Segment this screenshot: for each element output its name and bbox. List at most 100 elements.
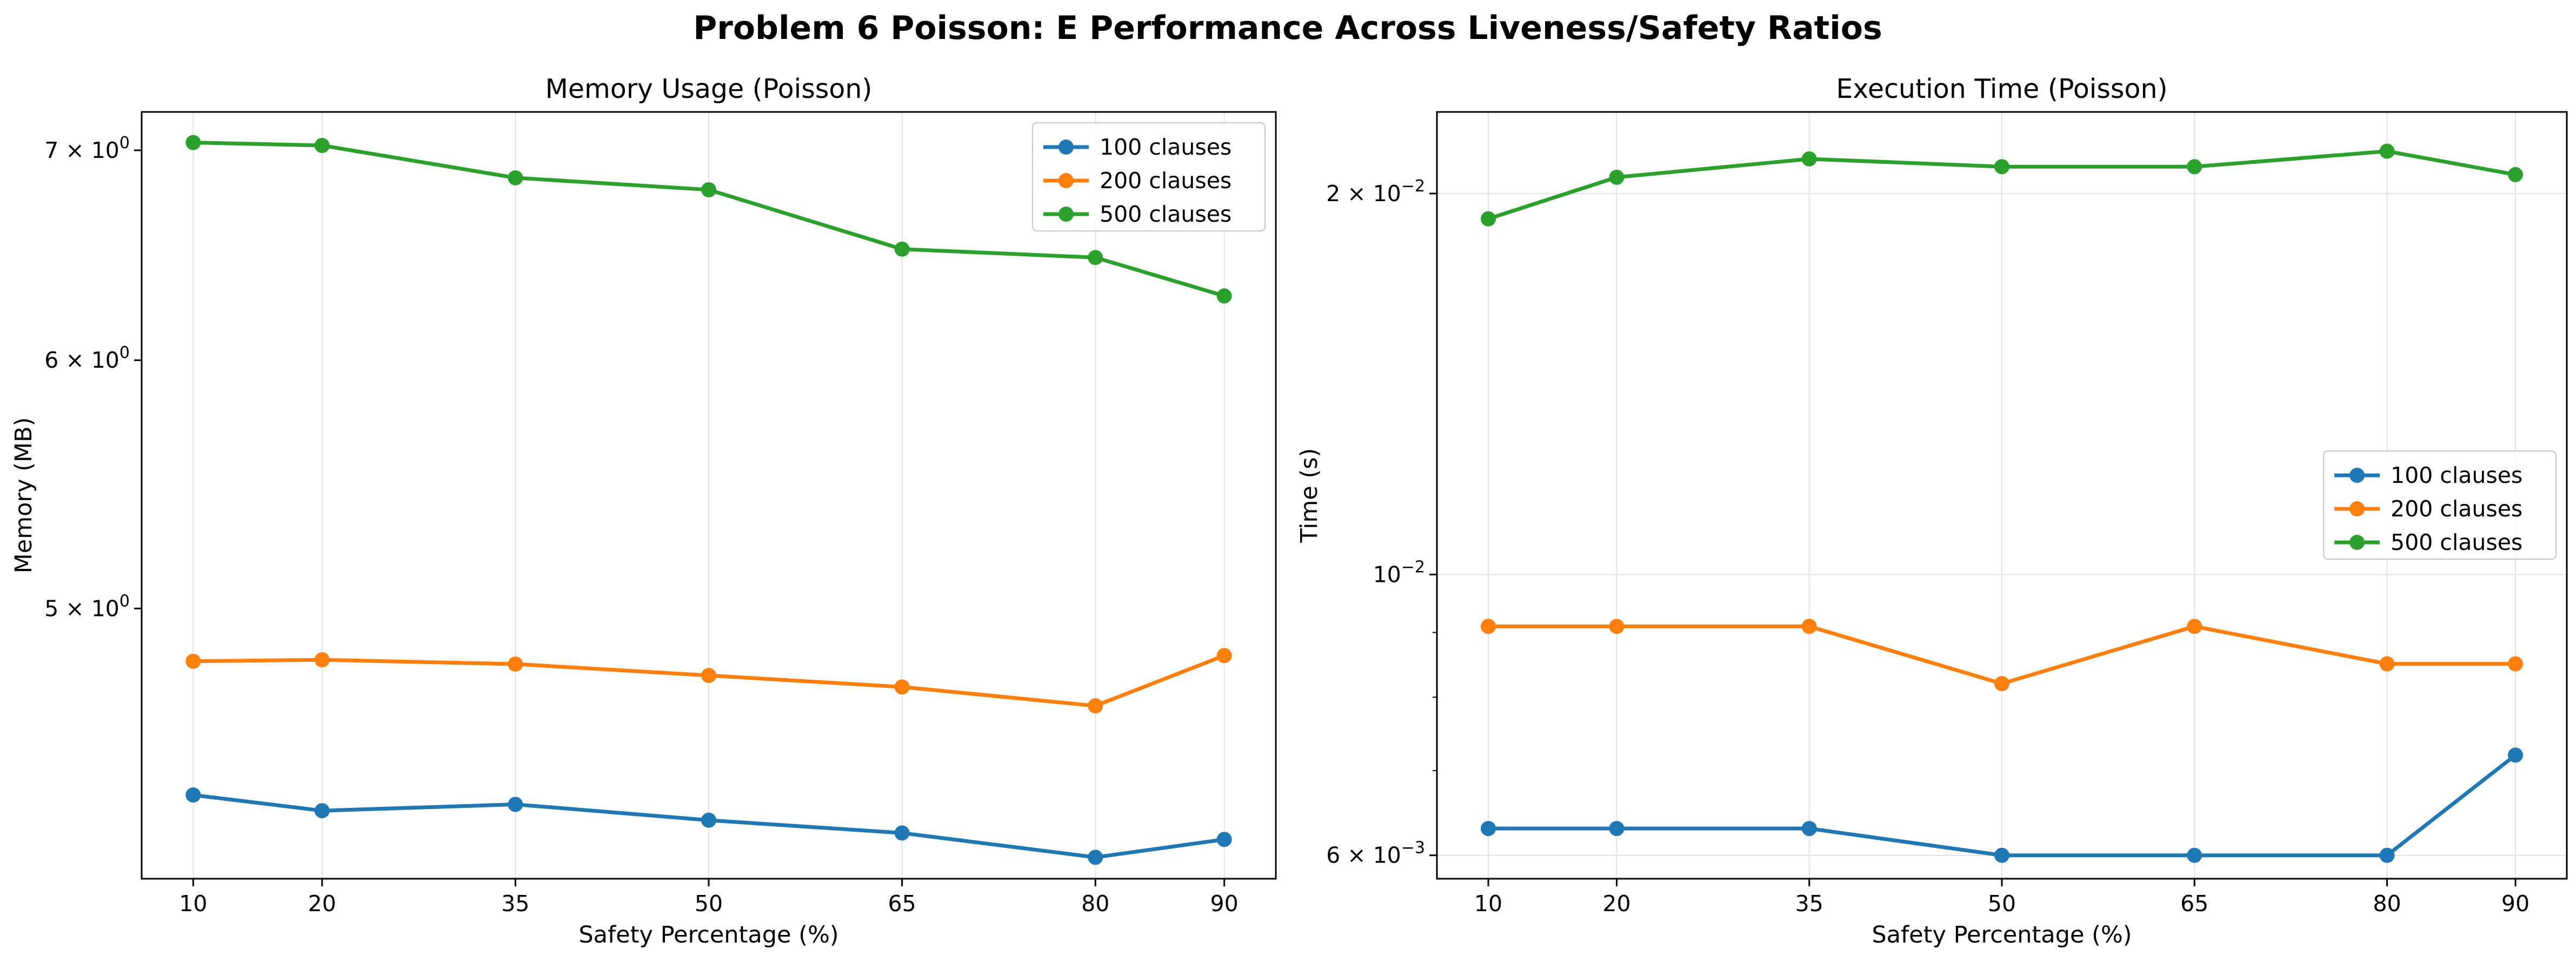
- panel1-series-500-clauses-point: [1216, 288, 1232, 304]
- panel1-legend-label-200-clauses: 200 clauses: [1100, 168, 1232, 194]
- figure-title: Problem 6 Poisson: E Performance Across …: [693, 9, 1882, 47]
- panel1-legend-marker-100-clauses: [1059, 140, 1074, 155]
- panel1-y-tick-label: 6 × 100: [44, 343, 130, 373]
- panel1-y-tick-exponent: 0: [119, 343, 130, 362]
- panel2-x-tick-label: 50: [1988, 891, 2016, 917]
- panel1-x-axis-label: Safety Percentage (%): [578, 921, 838, 948]
- panel2-series-500-clauses-point: [2508, 167, 2523, 182]
- panel2-y-axis-label: Time (s): [1296, 448, 1323, 543]
- panel1-series-500-clauses-point: [508, 170, 523, 185]
- panel1-y-tick-exponent: 0: [119, 592, 130, 611]
- panel2-x-tick-label: 65: [2180, 891, 2208, 917]
- panel2-legend-marker-100-clauses: [2349, 468, 2365, 483]
- panel1-series-500-clauses-point: [185, 135, 201, 150]
- panel1-x-tick-label: 65: [888, 891, 916, 917]
- panel1-y-tick-label: 5 × 100: [44, 592, 130, 621]
- panel1-series-100-clauses-point: [185, 787, 201, 803]
- panel2-y-tick-label: 10−2: [1373, 558, 1425, 587]
- panel1-title: Memory Usage (Poisson): [545, 74, 873, 104]
- panel2-title: Execution Time (Poisson): [1836, 74, 2167, 104]
- panel2-series-500-clauses-point: [1481, 211, 1496, 227]
- panel2-series-500-clauses-point: [2379, 143, 2395, 159]
- panel2-legend-box: [2322, 450, 2557, 560]
- panel2-series-100-clauses-point: [1801, 821, 1817, 837]
- panel1-y-axis-label: Memory (MB): [10, 417, 37, 574]
- panel2-y-tick-exponent: −3: [1401, 839, 1425, 858]
- panel2-y-tick-base: 6 × 10: [1326, 842, 1401, 868]
- panel1-x-tick-label: 10: [179, 891, 207, 917]
- panel2-y-tick-label: 2 × 10−2: [1326, 177, 1425, 207]
- panel1-x-tick-label: 50: [695, 891, 723, 917]
- panel2-legend-label-100-clauses: 100 clauses: [2391, 462, 2522, 488]
- panel1-x-tick-label: 35: [501, 891, 529, 917]
- panel2-x-tick-label: 90: [2501, 891, 2530, 917]
- panel2-series-500-clauses-point: [1801, 151, 1817, 167]
- panel2-series-100-clauses-point: [2508, 747, 2523, 763]
- panel1-legend-marker-200-clauses: [1059, 173, 1074, 188]
- panel1-y-tick-label: 7 × 100: [44, 134, 130, 163]
- panel2-legend-marker-500-clauses: [2349, 535, 2365, 550]
- panel2-series-200-clauses-point: [2508, 656, 2523, 672]
- panel1-y-tick-base: 7 × 10: [44, 137, 119, 163]
- panel2-series-200-clauses-point: [2187, 619, 2202, 634]
- panel1-x-tick-label: 80: [1081, 891, 1109, 917]
- panel1-x-tick-label: 20: [308, 891, 336, 917]
- panel1-series-200-clauses-point: [1088, 698, 1103, 714]
- panel1-y-tick-exponent: 0: [119, 134, 130, 152]
- panel1-series-200-clauses-point: [1216, 648, 1232, 664]
- panel1-series-100-clauses-point: [1088, 850, 1103, 865]
- panel2-y-tick-exponent: −2: [1401, 558, 1425, 576]
- panel1-legend-label-500-clauses: 500 clauses: [1100, 201, 1232, 227]
- panel2-legend-marker-200-clauses: [2349, 501, 2365, 516]
- panel2-y-tick-label: 6 × 10−3: [1326, 839, 1425, 868]
- panel2-series-200-clauses-point: [1994, 676, 2009, 692]
- panel1-series-500-clauses-point: [894, 241, 910, 257]
- panel2-series-100-clauses-point: [1994, 847, 2009, 863]
- panel2-legend-label-200-clauses: 200 clauses: [2391, 496, 2522, 522]
- panel2-x-tick-label: 80: [2373, 891, 2401, 917]
- panel2-series-200-clauses-point: [1609, 619, 1625, 634]
- panel2-x-tick-label: 10: [1474, 891, 1502, 917]
- panel2-series-500-clauses-point: [1609, 169, 1625, 185]
- panel1-series-200-clauses-point: [701, 668, 716, 684]
- panel2-series-100-clauses-point: [1609, 821, 1625, 837]
- panel1-series-200-clauses-point: [314, 652, 330, 668]
- panel2-series-200-clauses-point: [1481, 619, 1496, 634]
- panel1-series-500-clauses-point: [314, 137, 330, 153]
- panel1-series-100-clauses-point: [508, 797, 523, 812]
- panel1-y-tick-base: 5 × 10: [44, 595, 119, 621]
- panel2-legend-label-500-clauses: 500 clauses: [2391, 529, 2522, 555]
- panel1-series-200-clauses-point: [185, 653, 201, 669]
- panel2-series-500-clauses-point: [1994, 159, 2009, 175]
- panel2-legend: 100 clauses 200 clauses 500 clauses: [2322, 450, 2557, 560]
- panel1-series-100-clauses-point: [894, 825, 910, 841]
- panel2-series-500-clauses-point: [2187, 159, 2202, 175]
- panel1-x-tick-label: 90: [1210, 891, 1239, 917]
- panel2-y-tick-exponent: −2: [1401, 177, 1425, 196]
- panel2-x-tick-label: 35: [1795, 891, 1823, 917]
- panel1-legend-label-100-clauses: 100 clauses: [1100, 134, 1232, 160]
- panel1-series-500-clauses-point: [701, 182, 716, 197]
- panel1-series-100-clauses-point: [701, 812, 716, 828]
- panel1-series-200-clauses-point: [894, 679, 910, 695]
- panel1-legend: 100 clauses 200 clauses 500 clauses: [1031, 122, 1266, 232]
- panel2-series-100-clauses-point: [1481, 821, 1496, 837]
- panel2-x-axis-label: Safety Percentage (%): [1872, 921, 2132, 948]
- panel1-legend-box: [1031, 122, 1266, 232]
- execution-time-panel: 10 20 35 50 65 80 906 × 10−310−22 × 10−2Execut…: [1296, 74, 2568, 948]
- panel1-y-tick-base: 6 × 10: [44, 347, 119, 373]
- panel2-y-tick-base: 2 × 10: [1326, 181, 1401, 207]
- panel1-series-500-clauses-point: [1088, 250, 1103, 266]
- panel1-series-100-clauses-point: [314, 803, 330, 819]
- panel1-series-100-clauses-point: [1216, 832, 1232, 847]
- panel2-x-tick-label: 20: [1602, 891, 1630, 917]
- panel2-series-200-clauses-point: [2379, 656, 2395, 672]
- panel1-series-200-clauses-point: [508, 656, 523, 672]
- panel2-series-100-clauses-point: [2187, 847, 2202, 863]
- panel2-y-tick-base: 10: [1373, 561, 1401, 587]
- panel1-legend-marker-500-clauses: [1059, 207, 1074, 222]
- panel2-series-200-clauses-point: [1801, 619, 1817, 634]
- panel2-series-100-clauses-point: [2379, 847, 2395, 863]
